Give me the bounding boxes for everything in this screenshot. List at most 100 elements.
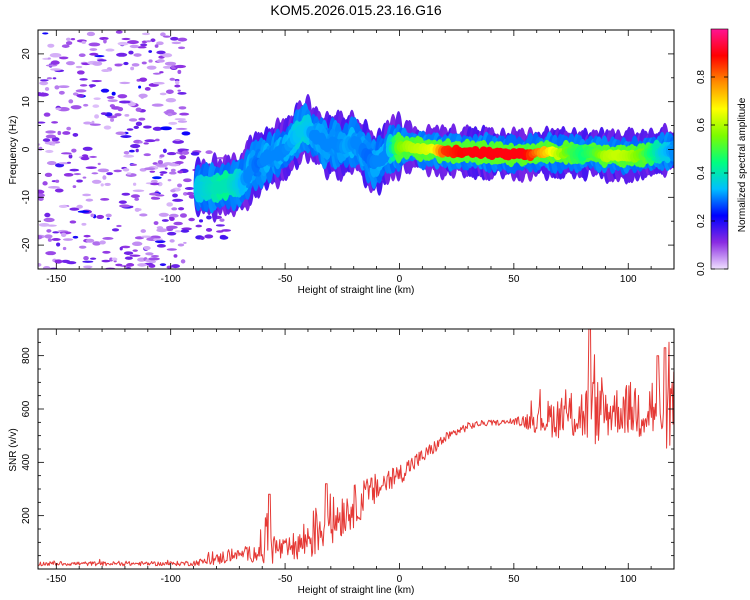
- noise-speckle: [129, 44, 140, 49]
- noise-speckle: [198, 219, 204, 223]
- noise-speckle: [137, 46, 147, 49]
- noise-speckle: [82, 260, 94, 263]
- noise-speckle: [160, 126, 172, 131]
- noise-speckle: [61, 44, 70, 48]
- noise-speckle: [159, 71, 164, 74]
- noise-speckle: [177, 89, 181, 92]
- noise-speckle: [183, 178, 192, 183]
- noise-speckle: [159, 171, 168, 174]
- noise-speckle: [38, 189, 45, 195]
- noise-speckle: [126, 263, 135, 267]
- spectrogram-ytick-label: 20: [21, 48, 32, 60]
- noise-speckle: [177, 69, 182, 75]
- noise-speckle: [166, 248, 177, 251]
- noise-speckle: [171, 207, 178, 211]
- noise-speckle: [141, 32, 151, 36]
- noise-speckle: [130, 205, 134, 208]
- noise-speckle: [68, 99, 74, 104]
- noise-speckle: [83, 121, 93, 125]
- noise-speckle: [111, 228, 120, 232]
- noise-speckle: [177, 243, 185, 247]
- noise-speckle: [170, 36, 179, 41]
- noise-speckle: [137, 263, 147, 267]
- noise-speckle: [106, 172, 113, 176]
- noise-speckle: [157, 159, 164, 165]
- noise-speckle: [89, 48, 98, 51]
- noise-speckle: [54, 188, 64, 193]
- noise-speckle: [152, 126, 163, 131]
- noise-speckle: [113, 260, 117, 263]
- noise-speckle: [177, 120, 188, 123]
- noise-speckle: [54, 259, 63, 264]
- noise-speckle: [45, 251, 57, 256]
- noise-speckle: [174, 79, 180, 82]
- noise-speckle: [100, 112, 108, 116]
- noise-speckle: [55, 179, 60, 183]
- snr-xtick-label: 50: [508, 574, 520, 585]
- noise-speckle: [190, 151, 200, 156]
- noise-speckle: [132, 249, 138, 252]
- noise-speckle: [131, 241, 143, 246]
- noise-speckle: [129, 254, 141, 257]
- noise-speckle: [151, 103, 164, 107]
- noise-speckle: [92, 104, 100, 108]
- noise-speckle: [58, 56, 69, 60]
- noise-speckle: [148, 59, 153, 63]
- colorbar-frame: [710, 28, 729, 270]
- noise-speckle: [117, 107, 124, 112]
- noise-speckle: [113, 169, 122, 173]
- noise-speckle: [116, 224, 122, 228]
- noise-speckle: [150, 182, 160, 186]
- noise-speckle: [169, 216, 175, 222]
- noise-speckle: [133, 53, 142, 57]
- noise-speckle: [58, 90, 65, 95]
- noise-speckle: [140, 229, 147, 233]
- spectrogram-xtick-label: -100: [161, 274, 181, 285]
- noise-speckle: [94, 114, 100, 119]
- noise-speckle: [128, 50, 134, 55]
- noise-speckle: [150, 196, 158, 200]
- noise-speckle: [148, 50, 153, 53]
- noise-speckle: [47, 238, 52, 242]
- noise-speckle: [160, 173, 164, 176]
- noise-speckle: [205, 150, 213, 154]
- noise-speckle: [65, 41, 73, 46]
- noise-speckle: [156, 228, 168, 233]
- noise-speckle: [144, 167, 156, 171]
- noise-speckle: [54, 85, 60, 90]
- noise-speckle: [55, 107, 62, 111]
- noise-speckle: [166, 265, 172, 269]
- noise-speckle: [149, 170, 156, 173]
- noise-speckle: [45, 149, 54, 153]
- noise-speckle: [83, 256, 89, 261]
- noise-speckle: [143, 125, 152, 129]
- noise-speckle: [153, 238, 163, 241]
- noise-speckle: [63, 172, 74, 177]
- snr-ytick-label: 800: [21, 347, 32, 364]
- noise-speckle: [145, 252, 154, 256]
- noise-speckle: [76, 179, 83, 183]
- noise-speckle: [62, 246, 67, 251]
- spectrogram-xtick-label: 0: [397, 274, 403, 285]
- noise-speckle: [82, 176, 87, 179]
- colorbar-tick-label: 0.4: [696, 166, 707, 180]
- noise-speckle: [155, 138, 160, 142]
- noise-speckle: [81, 222, 87, 226]
- noise-speckle: [179, 155, 187, 160]
- noise-speckle: [174, 230, 182, 233]
- noise-speckle: [85, 238, 95, 243]
- noise-speckle: [90, 213, 95, 218]
- noise-speckle: [41, 92, 45, 97]
- noise-speckle: [97, 168, 110, 173]
- noise-speckle: [65, 37, 71, 41]
- noise-speckle: [167, 113, 173, 117]
- noise-speckle: [162, 65, 173, 69]
- noise-speckle: [129, 163, 137, 167]
- noise-speckle: [50, 68, 62, 71]
- noise-speckle: [150, 254, 160, 258]
- noise-speckle: [174, 84, 181, 88]
- noise-speckle: [177, 183, 183, 188]
- noise-speckle: [106, 96, 115, 99]
- noise-speckle: [219, 218, 225, 222]
